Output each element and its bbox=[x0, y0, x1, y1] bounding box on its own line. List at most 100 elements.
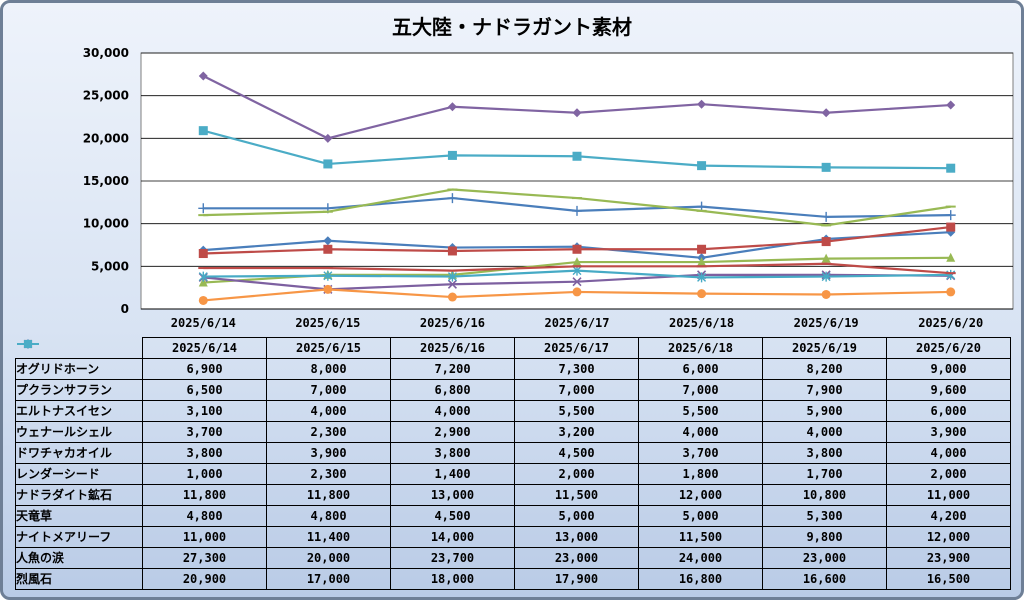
data-point-marker bbox=[697, 257, 707, 267]
data-cell: 10,800 bbox=[762, 484, 887, 506]
data-cell: 11,500 bbox=[514, 484, 639, 506]
data-cell: 16,600 bbox=[762, 568, 887, 590]
series-name: ドワチャカオイル bbox=[16, 446, 112, 460]
data-cell: 4,200 bbox=[886, 505, 1011, 527]
data-cell: 11,000 bbox=[886, 484, 1011, 506]
data-cell: 11,000 bbox=[142, 526, 267, 548]
table-column-header: 2025/6/17 bbox=[514, 337, 639, 359]
data-point-marker bbox=[697, 289, 707, 299]
data-point-marker bbox=[946, 222, 956, 232]
data-point-marker bbox=[198, 295, 208, 305]
data-cell: 2,900 bbox=[390, 421, 515, 443]
y-tick-label: 15,000 bbox=[83, 174, 129, 188]
data-point-marker bbox=[821, 162, 831, 172]
table-column-header: 2025/6/18 bbox=[638, 337, 763, 359]
series-label: 天竜草 bbox=[15, 342, 143, 527]
data-cell: 7,000 bbox=[514, 379, 639, 401]
data-point-marker bbox=[946, 287, 956, 297]
data-cell: 17,000 bbox=[266, 568, 391, 590]
series-name: レンダーシード bbox=[16, 467, 100, 481]
data-point-marker bbox=[821, 108, 831, 118]
data-point-marker bbox=[572, 151, 582, 161]
data-cell: 16,800 bbox=[638, 568, 763, 590]
data-cell: 1,700 bbox=[762, 463, 887, 485]
data-cell: 4,500 bbox=[390, 505, 515, 527]
data-cell: 27,300 bbox=[142, 547, 267, 569]
x-tick-label: 2025/6/15 bbox=[295, 316, 360, 330]
data-point-marker bbox=[946, 163, 956, 173]
table-column-header: 2025/6/16 bbox=[390, 337, 515, 359]
data-cell: 18,000 bbox=[390, 568, 515, 590]
data-cell: 4,000 bbox=[390, 400, 515, 422]
x-tick-label: 2025/6/17 bbox=[544, 316, 609, 330]
series-label: ウェナールシェル bbox=[15, 339, 143, 443]
data-cell: 13,000 bbox=[390, 484, 515, 506]
y-tick-label: 10,000 bbox=[83, 217, 129, 231]
data-point-marker bbox=[447, 102, 457, 112]
x-tick-label: 2025/6/14 bbox=[171, 316, 236, 330]
series-group bbox=[198, 126, 956, 173]
data-cell: 3,900 bbox=[266, 442, 391, 464]
chart-title: 五大陸・ナドラガント素材 bbox=[392, 15, 632, 39]
table-column-header: 2025/6/20 bbox=[886, 337, 1011, 359]
data-cell: 3,700 bbox=[638, 442, 763, 464]
series-group bbox=[198, 262, 956, 275]
data-cell: 1,000 bbox=[142, 463, 267, 485]
data-cell: 5,000 bbox=[514, 505, 639, 527]
data-cell: 7,900 bbox=[762, 379, 887, 401]
data-cell: 1,400 bbox=[390, 463, 515, 485]
table-row: ナイトメアリーフ 11,000 11,400 14,000 13,000 11,500 9,… bbox=[15, 342, 1011, 548]
series-name: ナドラダイト鉱石 bbox=[16, 488, 113, 502]
data-cell: 7,200 bbox=[390, 358, 515, 380]
data-cell: 2,300 bbox=[266, 421, 391, 443]
table-row: ドワチャカオイル 3,800 3,900 3,800 4,500 3,700 3,800 4,… bbox=[15, 339, 1011, 464]
series-group bbox=[198, 284, 956, 305]
data-point-marker bbox=[447, 150, 457, 160]
data-cell: 6,800 bbox=[390, 379, 515, 401]
data-cell: 3,800 bbox=[390, 442, 515, 464]
table-column-header: 2025/6/15 bbox=[266, 337, 391, 359]
data-point-marker bbox=[323, 284, 333, 294]
data-point-marker bbox=[946, 100, 956, 110]
data-cell: 7,000 bbox=[266, 379, 391, 401]
data-cell: 12,000 bbox=[638, 484, 763, 506]
data-cell: 6,500 bbox=[142, 379, 267, 401]
x-tick-label: 2025/6/19 bbox=[794, 316, 859, 330]
data-cell: 9,000 bbox=[886, 358, 1011, 380]
data-cell: 1,800 bbox=[638, 463, 763, 485]
data-cell: 4,500 bbox=[514, 442, 639, 464]
data-point-marker bbox=[697, 244, 707, 254]
data-cell: 2,000 bbox=[886, 463, 1011, 485]
data-cell: 20,000 bbox=[266, 547, 391, 569]
table-column-header: 2025/6/19 bbox=[762, 337, 887, 359]
data-cell: 13,000 bbox=[514, 526, 639, 548]
data-point-marker bbox=[946, 252, 956, 262]
data-cell: 9,800 bbox=[762, 526, 887, 548]
table-row: オグリドホーン 6,900 8,000 7,200 7,300 6,000 8,200 9,0… bbox=[15, 339, 1011, 380]
data-point-marker bbox=[323, 159, 333, 169]
data-point-marker bbox=[198, 277, 208, 287]
data-cell: 17,900 bbox=[514, 568, 639, 590]
data-point-marker bbox=[447, 193, 458, 204]
data-point-marker bbox=[572, 244, 582, 254]
data-cell: 3,200 bbox=[514, 421, 639, 443]
series-label: オグリドホーン bbox=[15, 339, 143, 380]
series-group bbox=[198, 193, 956, 222]
data-cell: 4,800 bbox=[266, 505, 391, 527]
data-cell: 11,500 bbox=[638, 526, 763, 548]
data-cell: 4,000 bbox=[886, 442, 1011, 464]
data-point-marker bbox=[323, 244, 333, 254]
data-cell: 2,300 bbox=[266, 463, 391, 485]
table-row: ウェナールシェル 3,700 2,300 2,900 3,200 4,000 4,000 3,… bbox=[15, 339, 1011, 443]
data-point-marker bbox=[198, 271, 208, 282]
series-label: 人魚の涙 bbox=[15, 339, 143, 569]
series-name: オグリドホーン bbox=[16, 362, 100, 376]
data-cell: 2,000 bbox=[514, 463, 639, 485]
series-name: 天竜草 bbox=[16, 509, 53, 523]
series-name: 人魚の涙 bbox=[16, 551, 65, 565]
series-label: ナイトメアリーフ bbox=[15, 342, 143, 548]
data-cell: 6,900 bbox=[142, 358, 267, 380]
data-cell: 23,000 bbox=[762, 547, 887, 569]
table-column-header: 2025/6/14 bbox=[142, 337, 267, 359]
data-cell: 5,000 bbox=[638, 505, 763, 527]
